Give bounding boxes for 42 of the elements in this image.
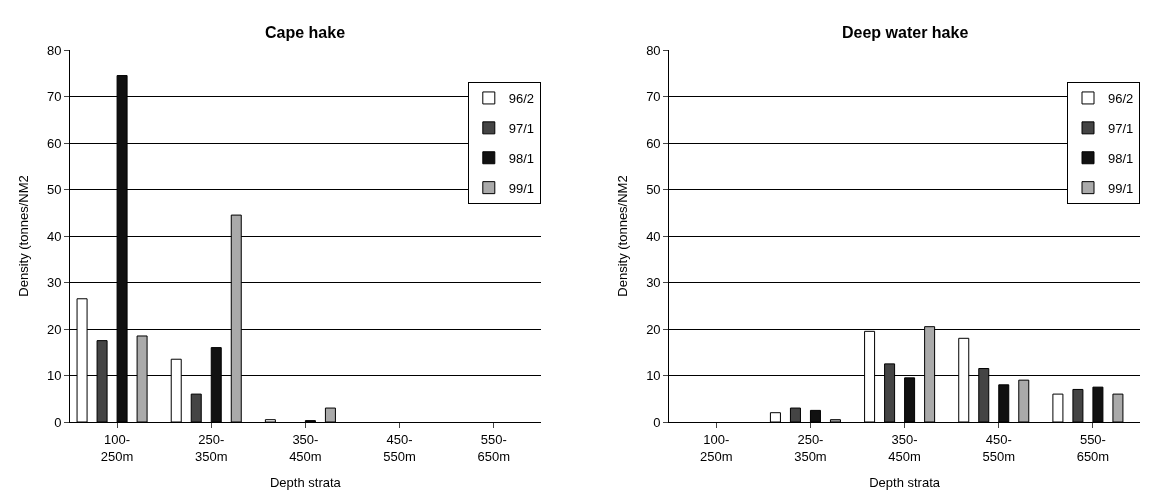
y-tick-label: 80 (46, 42, 62, 58)
chart-title: Cape hake (265, 24, 346, 41)
x-tick-label: 450- 550m (982, 431, 1016, 464)
y-tick-label: 10 (46, 368, 62, 384)
y-tick-label: 60 (646, 135, 661, 151)
y-axis-title: Density (tonnes/NM2 (615, 175, 631, 297)
x-tick-label: 250- 350m (794, 431, 827, 464)
y-tick-label: 0 (54, 414, 62, 430)
x-axis-title: Depth strata (869, 475, 941, 491)
x-tick-label: 100- 250m (100, 431, 134, 464)
legend-label: 99/1 (508, 180, 535, 196)
x-tick-label: 350- 450m (289, 431, 322, 464)
legend-label: 96/2 (1108, 91, 1134, 107)
legend-label: 96/2 (508, 91, 535, 107)
legend-label: 99/1 (1108, 180, 1134, 196)
x-axis-title: Depth strata (269, 475, 342, 491)
y-tick-label: 40 (646, 228, 661, 244)
x-tick-label: 550- 650m (1076, 431, 1110, 464)
x-tick-label: 250- 350m (194, 431, 228, 464)
y-tick-label: 0 (653, 414, 661, 430)
x-tick-label: 350- 450m (888, 431, 921, 464)
y-tick-label: 80 (646, 42, 661, 58)
y-tick-label: 70 (46, 89, 62, 105)
x-tick-label: 100- 250m (700, 431, 733, 464)
legend-label: 97/1 (1108, 120, 1134, 136)
y-tick-label: 40 (46, 228, 62, 244)
y-tick-label: 70 (646, 89, 661, 105)
y-axis-title: Density (tonnes/NM2 (15, 175, 31, 297)
y-tick-label: 30 (646, 275, 661, 291)
legend-label: 98/1 (1108, 150, 1134, 166)
y-tick-label: 60 (46, 135, 62, 151)
y-tick-label: 20 (646, 321, 661, 337)
x-tick-label: 450- 550m (383, 431, 416, 464)
y-tick-label: 30 (46, 275, 62, 291)
chart-title: Deep water hake (842, 24, 969, 41)
y-tick-label: 50 (646, 182, 661, 198)
legend-label: 97/1 (508, 120, 535, 136)
y-tick-label: 10 (646, 368, 661, 384)
legend-label: 98/1 (508, 150, 535, 166)
y-tick-label: 50 (46, 182, 62, 198)
x-tick-label: 550- 650m (477, 431, 510, 464)
y-tick-label: 20 (46, 321, 62, 337)
